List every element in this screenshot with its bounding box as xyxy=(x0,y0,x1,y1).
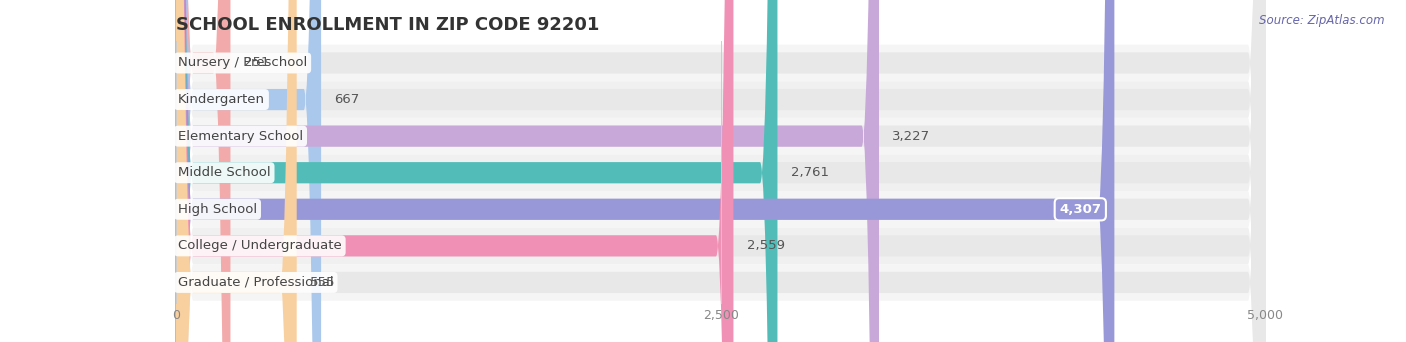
FancyBboxPatch shape xyxy=(176,0,1265,342)
Text: 4,307: 4,307 xyxy=(1059,203,1101,216)
FancyBboxPatch shape xyxy=(176,0,1265,342)
Text: 251: 251 xyxy=(243,56,269,69)
Text: 555: 555 xyxy=(309,276,335,289)
FancyBboxPatch shape xyxy=(176,0,1265,342)
FancyBboxPatch shape xyxy=(176,0,1265,342)
FancyBboxPatch shape xyxy=(176,0,1265,342)
Text: Elementary School: Elementary School xyxy=(179,130,304,143)
Text: 667: 667 xyxy=(335,93,360,106)
FancyBboxPatch shape xyxy=(176,0,734,342)
FancyBboxPatch shape xyxy=(176,0,1265,342)
FancyBboxPatch shape xyxy=(176,0,1265,342)
FancyBboxPatch shape xyxy=(176,0,1265,342)
FancyBboxPatch shape xyxy=(176,0,321,342)
Text: Nursery / Preschool: Nursery / Preschool xyxy=(179,56,307,69)
Text: Kindergarten: Kindergarten xyxy=(179,93,264,106)
Text: College / Undergraduate: College / Undergraduate xyxy=(179,239,342,252)
FancyBboxPatch shape xyxy=(176,0,1265,342)
Text: Graduate / Professional: Graduate / Professional xyxy=(179,276,333,289)
FancyBboxPatch shape xyxy=(176,0,1115,342)
Text: 2,559: 2,559 xyxy=(747,239,785,252)
Text: Source: ZipAtlas.com: Source: ZipAtlas.com xyxy=(1260,14,1385,27)
FancyBboxPatch shape xyxy=(176,0,231,342)
FancyBboxPatch shape xyxy=(176,0,1265,342)
FancyBboxPatch shape xyxy=(176,0,1265,342)
FancyBboxPatch shape xyxy=(176,0,879,342)
FancyBboxPatch shape xyxy=(176,0,1265,342)
Text: Middle School: Middle School xyxy=(179,166,270,179)
Text: 3,227: 3,227 xyxy=(891,130,931,143)
Text: 2,761: 2,761 xyxy=(790,166,828,179)
FancyBboxPatch shape xyxy=(176,0,1265,342)
FancyBboxPatch shape xyxy=(176,0,778,342)
Text: High School: High School xyxy=(179,203,257,216)
Text: SCHOOL ENROLLMENT IN ZIP CODE 92201: SCHOOL ENROLLMENT IN ZIP CODE 92201 xyxy=(176,16,599,34)
FancyBboxPatch shape xyxy=(176,0,1265,342)
FancyBboxPatch shape xyxy=(176,0,297,342)
